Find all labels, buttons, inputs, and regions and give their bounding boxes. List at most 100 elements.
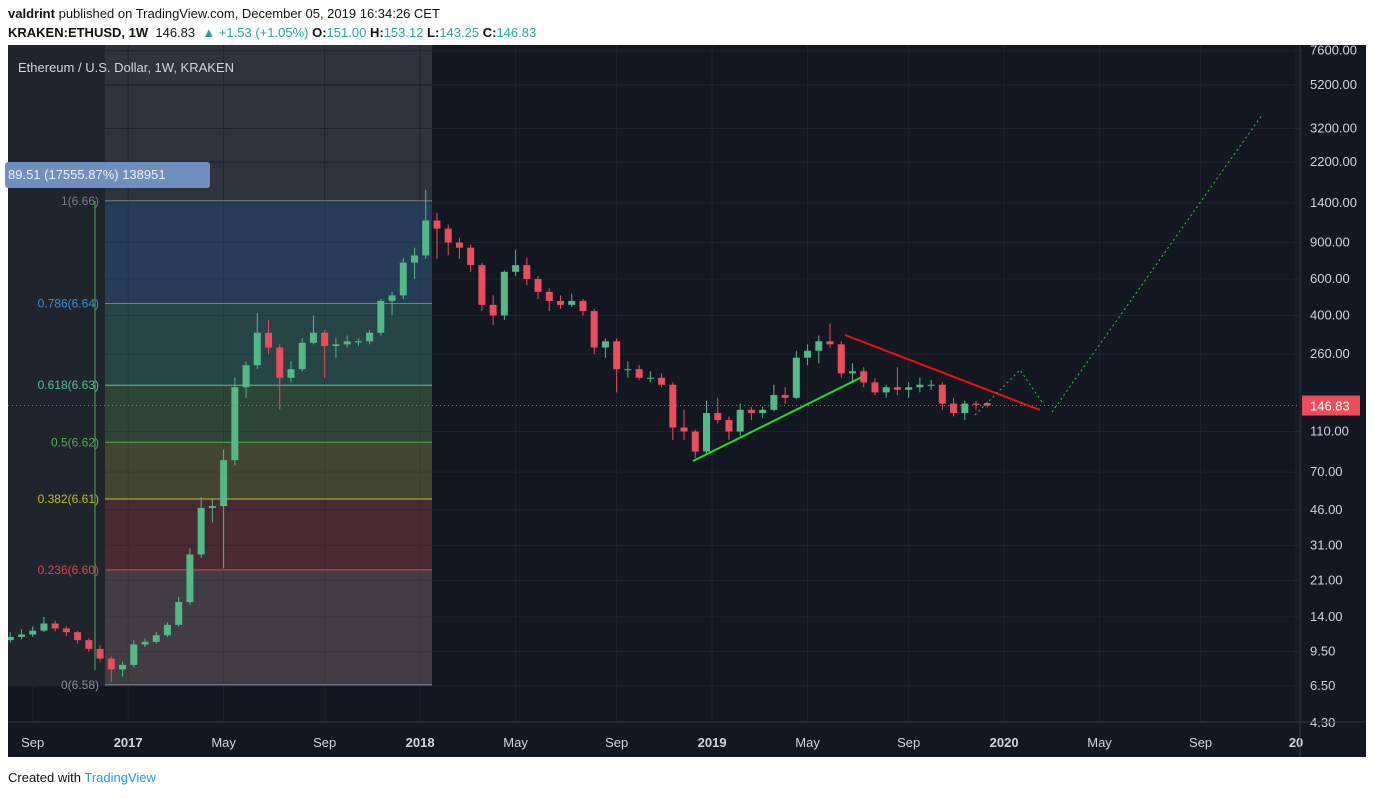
h: 153.12 [383, 25, 424, 40]
y-tick-label: 400.00 [1310, 307, 1350, 322]
x-tick-label: May [795, 735, 820, 750]
resistance-trendline [844, 334, 1041, 411]
candle-body [691, 431, 699, 452]
candle-body [646, 377, 654, 379]
l: 143.25 [439, 25, 480, 40]
last-price-box [1302, 395, 1360, 416]
y-tick-label: 6.50 [1310, 678, 1335, 693]
fib-label: 0.382(6.61) [38, 492, 99, 506]
candle-body [747, 409, 755, 414]
candle-body [534, 278, 542, 292]
candle-body [321, 332, 329, 346]
fib-label: 0.236(6.60) [38, 563, 99, 577]
y-tick-label: 21.00 [1310, 572, 1343, 587]
candle-body [455, 242, 463, 248]
candle-body [792, 357, 800, 398]
candle-body [253, 332, 261, 366]
y-tick-label: 46.00 [1310, 502, 1343, 517]
candle-body [500, 271, 508, 316]
candle-body [433, 220, 441, 229]
candle-body [309, 332, 317, 343]
x-tick-label: Sep [605, 735, 628, 750]
candle-body [871, 382, 879, 393]
candle-body [950, 403, 958, 414]
candle-body [74, 632, 82, 641]
fib-band [105, 200, 432, 304]
candle-body [893, 387, 901, 390]
candle-body [220, 460, 228, 507]
candle-body [51, 623, 59, 629]
candle-body [714, 413, 722, 421]
support-trendline [692, 376, 863, 462]
y-tick-label: 2200.00 [1310, 154, 1357, 169]
candle-body [242, 365, 250, 388]
candle-body [354, 341, 362, 343]
candle-body [804, 350, 812, 358]
fib-band [105, 569, 432, 685]
candle-body [568, 300, 576, 305]
projection-path [974, 369, 1043, 416]
fib-label: 1(6.66) [61, 194, 99, 208]
candle-body [298, 342, 306, 370]
candle-body [343, 341, 351, 345]
candle-body [759, 409, 767, 414]
y-tick-label: 1400.00 [1310, 195, 1357, 210]
author[interactable]: valdrint [8, 6, 55, 21]
candle-body [141, 641, 149, 645]
x-tick-label: Sep [1189, 735, 1212, 750]
candle-body [613, 341, 621, 370]
fib-label: 0.786(6.64) [38, 296, 99, 310]
y-tick-label: 110.00 [1310, 423, 1349, 438]
x-tick-label: May [503, 735, 528, 750]
header-quote: KRAKEN:ETHUSD, 1W 146.83 ▲ +1.53 (+1.05%… [8, 25, 536, 40]
candle-body [208, 506, 216, 508]
candle-body [905, 387, 913, 390]
candle-body [152, 635, 160, 642]
candle-body [882, 387, 890, 393]
candle-body [422, 220, 430, 256]
y-tick-label: 70.00 [1310, 464, 1343, 479]
candle-body [467, 247, 475, 266]
y-tick-label: 9.50 [1310, 644, 1335, 659]
candle-body [175, 602, 183, 625]
last-price-label: 146.83 [1310, 399, 1350, 414]
candle-body [287, 369, 295, 378]
candle-body [8, 636, 14, 641]
candle-body [557, 300, 565, 305]
x-tick-label: Sep [21, 735, 44, 750]
candle-body [579, 300, 587, 312]
plot [8, 45, 1300, 722]
candle-body [916, 384, 924, 388]
candle-body [489, 304, 497, 316]
h-label: H: [369, 25, 384, 40]
candle-body [130, 644, 138, 665]
candle-body [983, 403, 991, 406]
y-tick-label: 900.00 [1310, 235, 1350, 250]
candle-body [590, 311, 598, 348]
candle-body [837, 344, 845, 374]
candle-body [366, 332, 374, 342]
brand[interactable]: TradingView [84, 770, 156, 785]
candle-body [85, 640, 93, 649]
l-label: L: [427, 25, 440, 40]
y-tick-label: 260.00 [1310, 346, 1350, 361]
y-tick-label: 600.00 [1310, 271, 1350, 286]
o-label: O: [312, 25, 327, 40]
candle-body [399, 262, 407, 296]
candle-body [938, 384, 946, 404]
annotations: 89.51 (17555.87%) 138951 Ethereum / U.S.… [5, 60, 1263, 670]
x-tick-label: 2019 [698, 735, 727, 750]
y-tick-label: 31.00 [1310, 537, 1343, 552]
candle-body [107, 658, 115, 670]
chart-title: Ethereum / U.S. Dollar, 1W, KRAKEN [18, 60, 234, 75]
candle-body [736, 409, 744, 432]
header-line: valdrint published on TradingView.com, D… [8, 6, 440, 21]
candle-body [927, 384, 935, 386]
candle-body [635, 369, 643, 378]
candle-body [848, 371, 856, 374]
chart: 4.306.509.5014.0021.0031.0046.0070.00110… [5, 43, 1366, 757]
candle-body [40, 623, 48, 631]
created-with: Created with [8, 770, 81, 785]
measure-box [5, 162, 210, 188]
candle-body [265, 332, 273, 348]
